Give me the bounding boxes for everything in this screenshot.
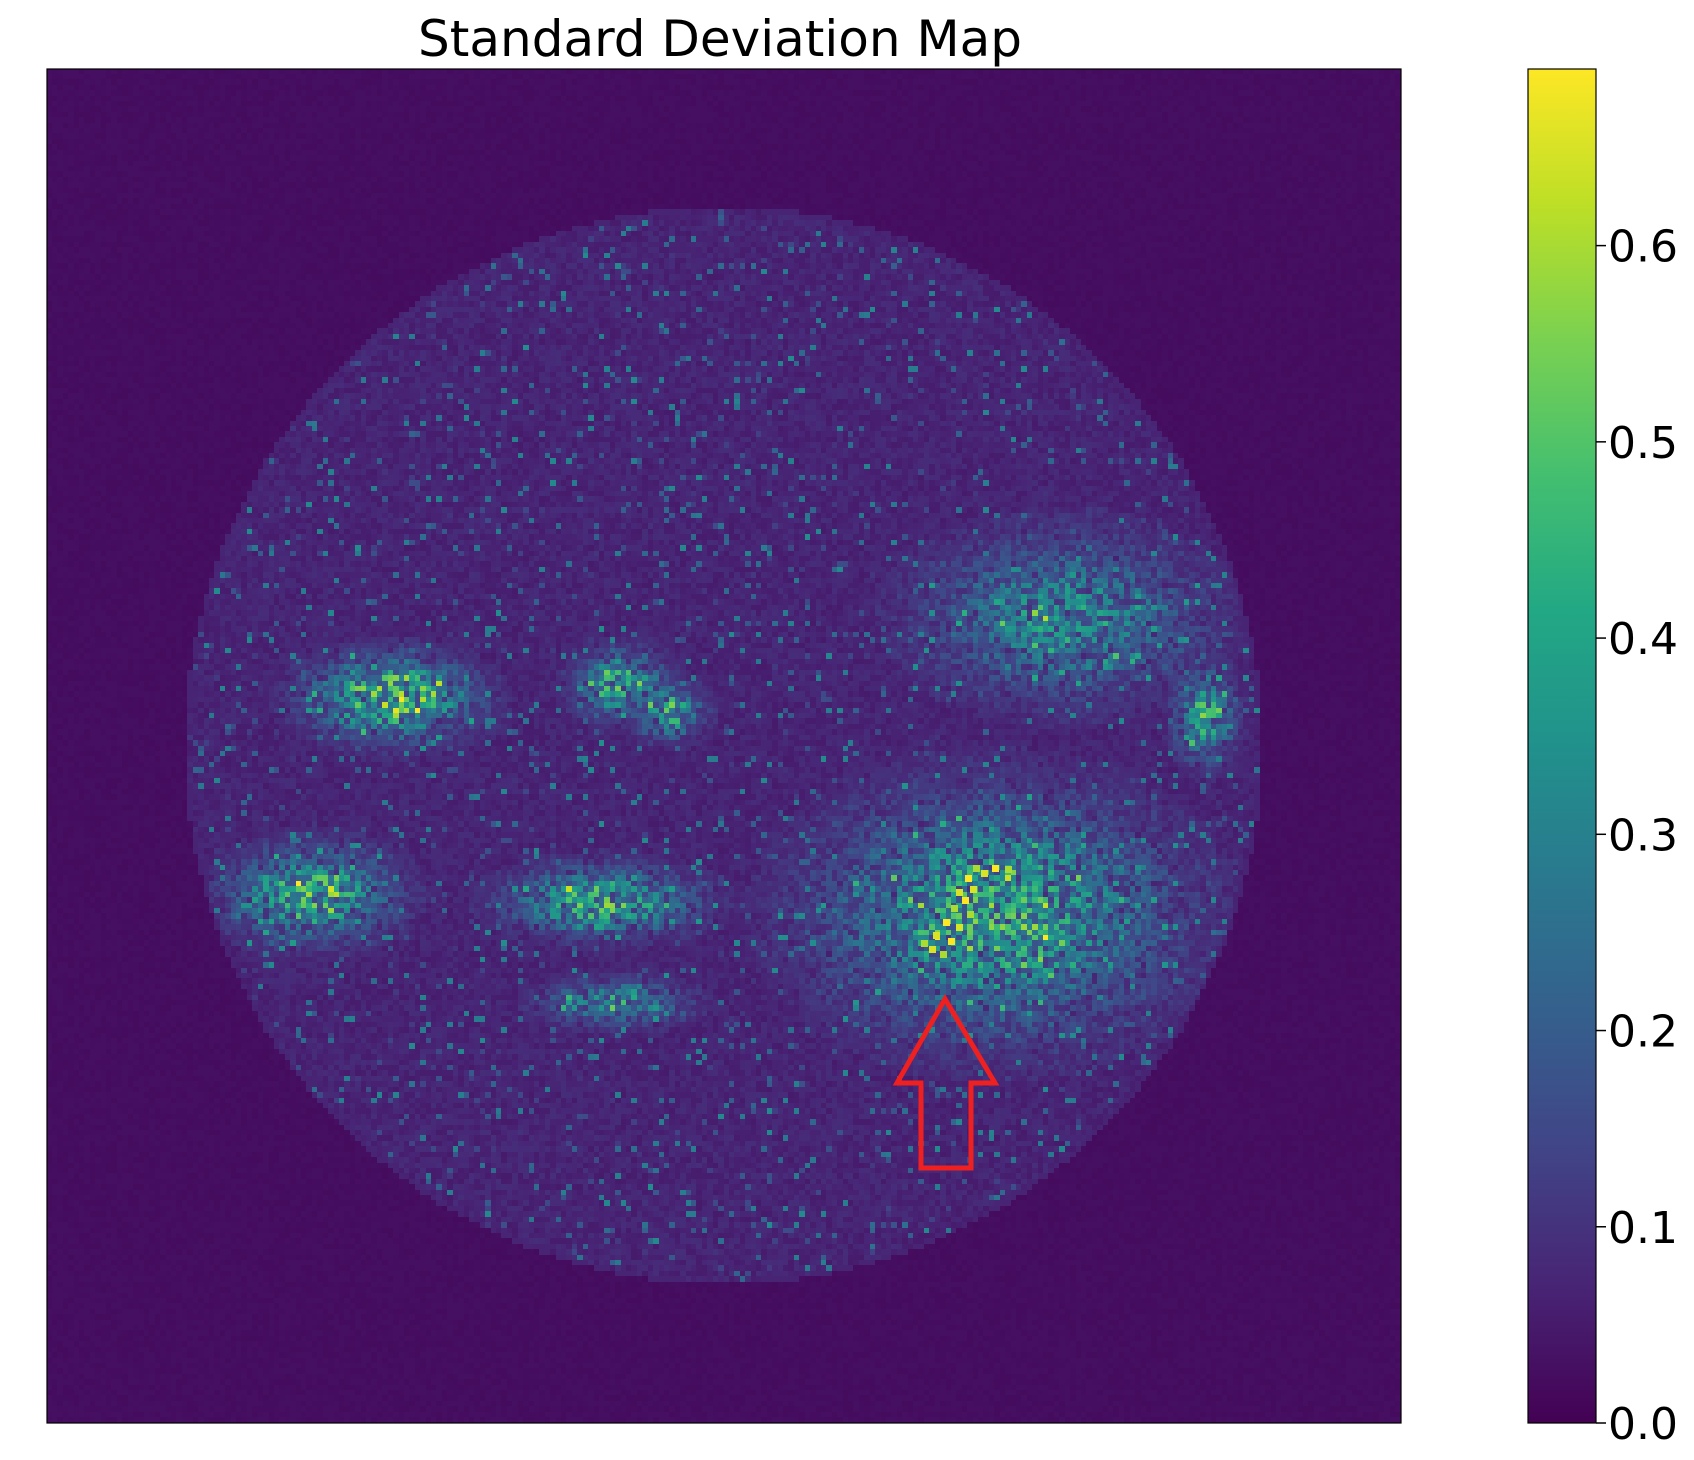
heatmap-image	[47, 69, 1401, 1423]
colorbar-tick-label: 0.1	[1608, 1203, 1678, 1254]
colorbar-tick-label: 0.3	[1608, 810, 1678, 861]
chart-title: Standard Deviation Map	[418, 10, 1022, 68]
heatmap-frame	[46, 68, 1402, 1424]
colorbar	[1527, 68, 1597, 1424]
colorbar-tick-label: 0.6	[1608, 222, 1678, 273]
colorbar-tick-label: 0.0	[1608, 1399, 1678, 1450]
red-arrow-annotation	[892, 994, 1000, 1171]
colorbar-tick-label: 0.2	[1608, 1007, 1678, 1058]
colorbar-tick-label: 0.5	[1608, 418, 1678, 469]
colorbar-ticks: 0.0 0.1 0.2 0.3 0.4 0.5 0.6	[1596, 222, 1678, 1450]
colorbar-tick-label: 0.4	[1608, 614, 1678, 665]
heatmap-image-holder	[47, 69, 1401, 1423]
